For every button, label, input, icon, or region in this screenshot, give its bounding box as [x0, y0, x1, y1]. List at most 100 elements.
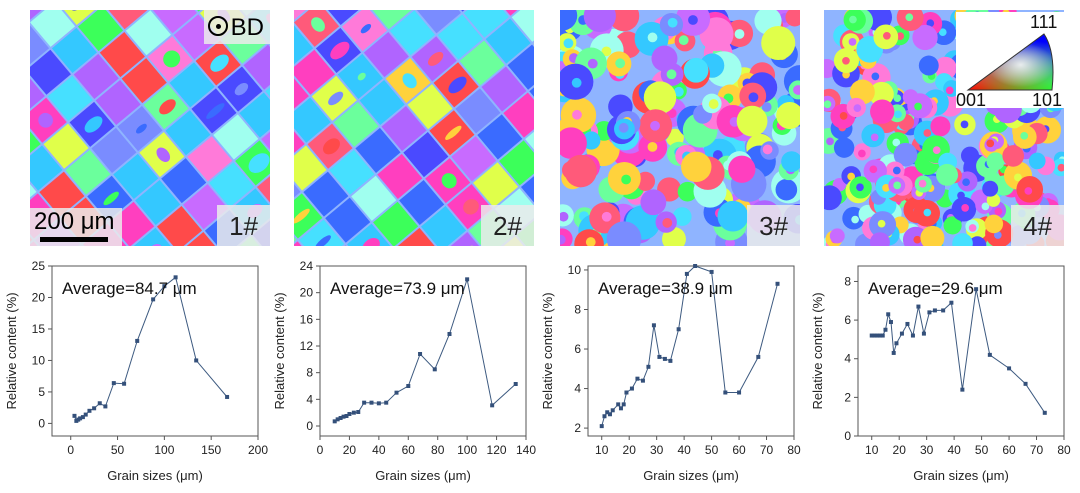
x-tick-label: 80 — [787, 443, 801, 457]
x-tick-label: 30 — [650, 443, 664, 457]
y-tick-label: 16 — [300, 312, 314, 326]
ipf-label-001: 001 — [956, 90, 987, 110]
data-point — [356, 410, 361, 414]
data-point — [80, 415, 85, 420]
sample-label-2: 2# — [481, 205, 534, 246]
data-point — [384, 400, 389, 405]
ebsd-map-3: 3# — [560, 10, 800, 246]
data-point — [640, 378, 645, 383]
data-point — [605, 410, 610, 415]
ipf-triangle-icon — [966, 33, 1054, 91]
data-point — [103, 404, 108, 409]
data-point — [737, 390, 742, 395]
data-point — [910, 333, 915, 338]
data-point — [916, 304, 921, 309]
y-tick-label: 6 — [844, 313, 851, 327]
data-point — [92, 406, 97, 411]
data-point — [960, 387, 965, 392]
data-point — [875, 333, 880, 338]
chart-1-svg: 0 50 100 150 200 0 5 10 15 20 25 Grain sizes (μm) Re… — [4, 259, 268, 483]
data-point — [616, 402, 621, 407]
y-tick-label: 25 — [32, 259, 46, 273]
data-point — [886, 312, 891, 317]
data-point — [880, 333, 885, 338]
data-point — [624, 390, 629, 395]
data-point — [883, 327, 888, 332]
average-annotation: Average=29.6 μm — [868, 279, 1003, 298]
data-point — [610, 408, 615, 413]
x-tick-label: 40 — [372, 443, 386, 457]
ebsd-map-1: BD 200 μm 1# — [30, 10, 270, 246]
data-point — [78, 416, 83, 421]
average-annotation: Average=38.9 μm — [598, 279, 733, 298]
x-tick-label: 10 — [595, 443, 609, 457]
bd-circle-dot-icon — [208, 16, 228, 36]
data-point — [872, 333, 877, 338]
scalebar-label: 200 μm — [34, 208, 115, 235]
series-line — [74, 276, 228, 422]
x-tick-label: 20 — [343, 443, 357, 457]
x-tick-label: 10 — [865, 443, 879, 457]
y-tick-label: 8 — [844, 274, 851, 288]
x-tick-label: 200 — [248, 443, 268, 457]
data-point — [693, 264, 698, 268]
data-point — [662, 356, 667, 361]
data-point — [888, 320, 893, 325]
data-point — [618, 406, 623, 411]
y-tick-label: 20 — [32, 290, 46, 304]
data-point — [341, 414, 346, 419]
data-point — [83, 412, 88, 417]
scalebar-line — [40, 237, 108, 242]
data-point — [921, 331, 926, 336]
grain-size-chart-3: 10 20 30 40 50 60 70 80 2 4 6 8 10 Grain sizes (μm) Re… — [536, 252, 806, 492]
y-tick-label: 5 — [38, 385, 45, 399]
x-tick-label: 60 — [402, 443, 416, 457]
data-point — [1023, 381, 1028, 386]
plot-frame — [319, 265, 527, 437]
data-point — [1042, 410, 1047, 415]
plot-frame — [51, 265, 259, 437]
data-point — [332, 419, 337, 424]
x-tick-label: 50 — [705, 443, 719, 457]
x-tick-label: 140 — [516, 443, 536, 457]
data-point — [602, 414, 607, 419]
x-tick-label: 0 — [317, 443, 324, 457]
data-point — [351, 410, 356, 415]
sample-label-4: 4# — [1011, 205, 1064, 246]
data-point — [162, 284, 167, 289]
data-point — [756, 354, 761, 359]
data-point — [87, 408, 92, 413]
data-point — [941, 308, 946, 313]
data-point — [651, 323, 656, 328]
x-axis-label: Grain sizes (μm) — [375, 468, 471, 483]
data-point — [72, 413, 77, 418]
data-point — [676, 327, 681, 332]
data-point — [111, 381, 116, 386]
data-point — [668, 358, 673, 363]
data-point — [646, 364, 651, 369]
y-tick-label: 8 — [306, 366, 313, 380]
x-tick-label: 80 — [431, 443, 445, 457]
data-point — [135, 338, 140, 343]
y-tick-label: 4 — [574, 382, 581, 396]
x-axis-label: Grain sizes (μm) — [913, 468, 1009, 483]
data-point — [490, 403, 495, 408]
data-point — [899, 331, 904, 336]
data-point — [621, 402, 626, 407]
x-tick-label: 60 — [1002, 443, 1016, 457]
data-point — [347, 412, 352, 416]
bd-label: BD — [230, 14, 264, 41]
average-annotation: Average=73.9 μm — [330, 279, 465, 298]
data-point — [447, 332, 452, 336]
series-line — [334, 277, 517, 422]
grain-size-chart-4: 10 20 30 40 50 60 70 80 0 2 4 6 8 Grain sizes (μm) Rel… — [806, 252, 1076, 492]
data-point — [394, 390, 399, 395]
data-point — [657, 354, 662, 359]
data-point — [932, 308, 937, 313]
x-tick-label: 20 — [893, 443, 907, 457]
ebsd-map-2: 2# — [294, 10, 534, 246]
y-axis-label: Relative content (%) — [540, 292, 555, 409]
data-point — [709, 269, 714, 274]
data-point — [775, 281, 780, 286]
ipf-legend: 111 001 101 — [956, 12, 1066, 110]
